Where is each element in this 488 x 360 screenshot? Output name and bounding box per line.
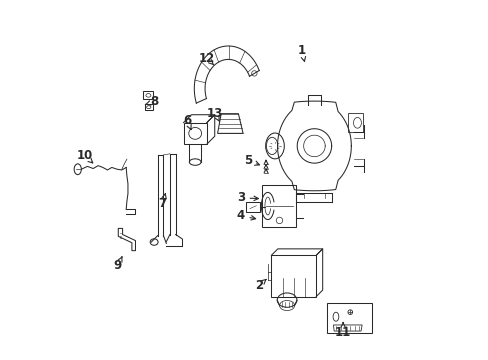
- Text: 11: 11: [334, 326, 350, 339]
- Bar: [271, 255, 316, 297]
- Text: 3: 3: [236, 192, 244, 204]
- Bar: [348, 113, 362, 132]
- Text: 1: 1: [297, 44, 305, 57]
- Text: 10: 10: [77, 149, 93, 162]
- Text: 6: 6: [183, 114, 191, 127]
- Bar: [143, 91, 153, 99]
- Text: 8: 8: [150, 95, 158, 108]
- Text: 2: 2: [254, 279, 263, 292]
- Text: 12: 12: [198, 51, 215, 64]
- Text: 7: 7: [158, 197, 166, 210]
- Bar: [246, 202, 260, 212]
- Text: 5: 5: [244, 154, 252, 167]
- Text: 13: 13: [206, 107, 223, 120]
- Text: 4: 4: [236, 210, 244, 222]
- Bar: [144, 104, 152, 111]
- Bar: [262, 185, 296, 226]
- Text: 9: 9: [114, 259, 122, 272]
- Bar: [183, 123, 206, 144]
- Bar: [326, 303, 371, 333]
